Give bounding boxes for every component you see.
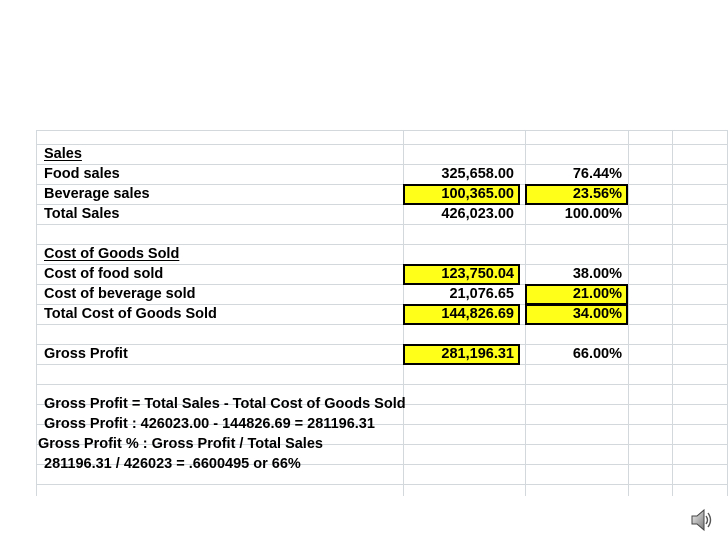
grid-row [36, 364, 728, 384]
grid-row [36, 204, 728, 224]
cost-beverage-label: Cost of beverage sold [44, 286, 196, 302]
gross-profit-percent[interactable]: 66.00% [572, 346, 622, 362]
calculation-note: Gross Profit : 426023.00 - 144826.69 = 2… [44, 416, 375, 432]
grid-row [36, 184, 728, 204]
grid-column-line [525, 130, 526, 496]
beverage-sales-amount[interactable]: 100,365.00 [403, 184, 520, 205]
beverage-sales-percent[interactable]: 23.56% [525, 184, 628, 205]
food-sales-amount[interactable]: 325,658.00 [441, 166, 514, 182]
food-sales-label: Food sales [44, 166, 120, 182]
food-sales-percent[interactable]: 76.44% [572, 166, 622, 182]
percent-calculation-note: 281196.31 / 426023 = .6600495 or 66% [44, 456, 301, 472]
total-cogs-percent[interactable]: 34.00% [525, 304, 628, 325]
cost-beverage-percent[interactable]: 21.00% [525, 284, 628, 305]
cogs-heading: Cost of Goods Sold [44, 246, 180, 262]
total-sales-label: Total Sales [44, 206, 120, 222]
grid-row [36, 424, 728, 444]
cost-food-amount[interactable]: 123,750.04 [403, 264, 520, 285]
grid-row [36, 224, 728, 244]
grid-row [36, 464, 728, 484]
total-sales-percent[interactable]: 100.00% [564, 206, 622, 222]
total-cogs-label: Total Cost of Goods Sold [44, 306, 217, 322]
spreadsheet: Sales Food sales 325,658.00 76.44% Bever… [36, 130, 728, 496]
total-cogs-amount[interactable]: 144,826.69 [403, 304, 520, 325]
grid-row [36, 144, 728, 164]
cost-food-label: Cost of food sold [44, 266, 164, 282]
grid-row [36, 404, 728, 424]
speaker-icon[interactable] [690, 507, 714, 533]
cost-food-percent[interactable]: 38.00% [572, 266, 622, 282]
grid-column-line [628, 130, 629, 496]
grid-column-line [672, 130, 673, 496]
grid-column-line [36, 130, 37, 496]
grid-row [36, 264, 728, 284]
grid-row [36, 324, 728, 344]
grid-row [36, 484, 728, 504]
gross-profit-label: Gross Profit [44, 346, 128, 362]
grid-row [36, 130, 728, 150]
grid-row [36, 304, 728, 324]
grid-row [36, 284, 728, 304]
formula-note: Gross Profit = Total Sales - Total Cost … [44, 396, 406, 412]
gross-profit-amount[interactable]: 281,196.31 [403, 344, 520, 365]
grid-column-line [403, 130, 404, 496]
beverage-sales-label: Beverage sales [44, 186, 150, 202]
sales-heading: Sales [44, 146, 82, 162]
grid-row [36, 444, 728, 464]
grid-row [36, 164, 728, 184]
total-sales-amount[interactable]: 426,023.00 [441, 206, 514, 222]
grid-row [36, 344, 728, 364]
percent-formula-note: Gross Profit % : Gross Profit / Total Sa… [38, 436, 323, 452]
grid-row [36, 244, 728, 264]
cost-beverage-amount[interactable]: 21,076.65 [449, 286, 514, 302]
grid-row [36, 384, 728, 404]
